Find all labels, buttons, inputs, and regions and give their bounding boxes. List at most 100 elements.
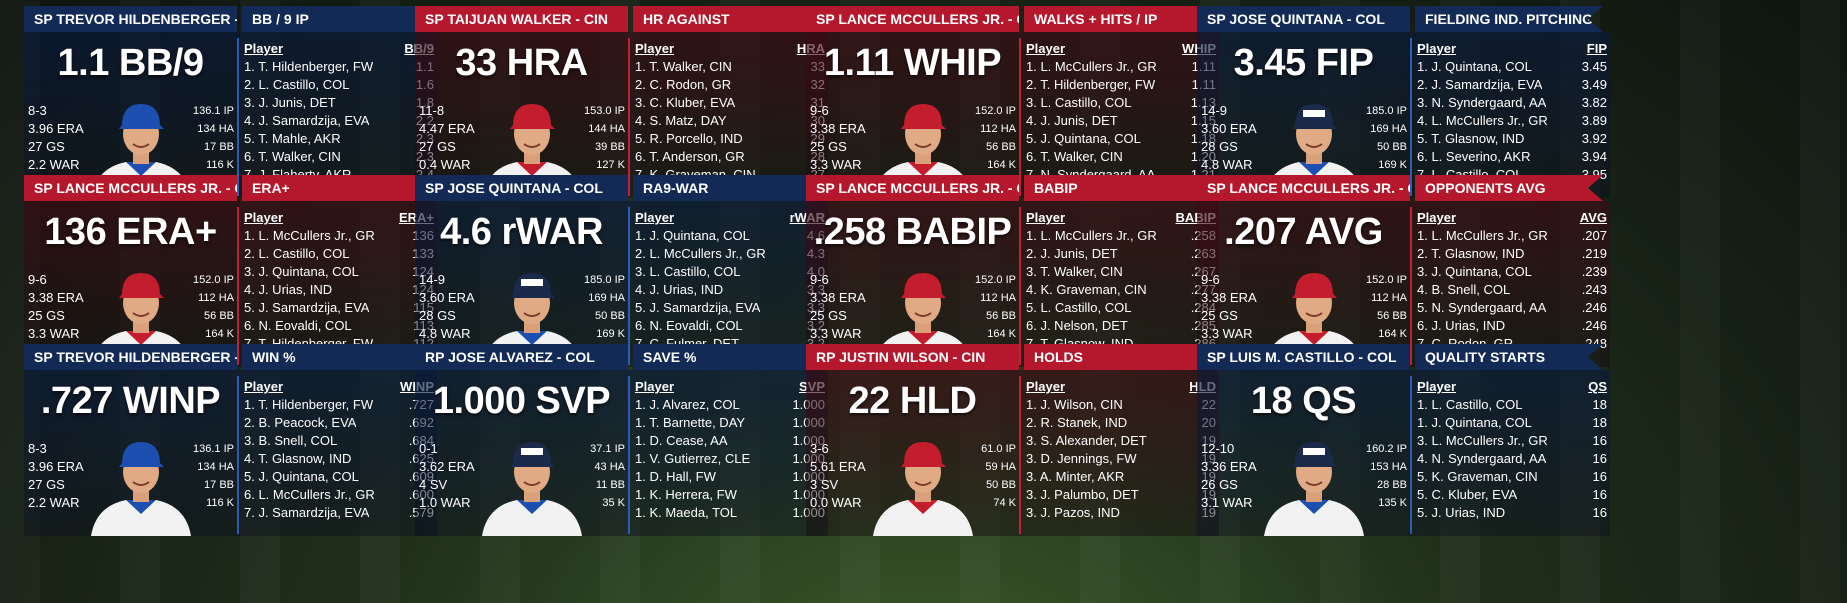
summary-stat: 28 GS <box>419 308 456 323</box>
table-row[interactable]: 1. L. Castillo, COL 18 <box>1417 396 1607 414</box>
table-row[interactable]: 6. J. Urias, IND .246 <box>1417 317 1607 335</box>
table-row[interactable]: 5. N. Syndergaard, AA .246 <box>1417 299 1607 317</box>
table-row[interactable]: 3. J. Palumbo, DET19 <box>1026 486 1216 504</box>
table-row[interactable]: 5. L. Castillo, COL.284 <box>1026 299 1216 317</box>
table-row[interactable]: 5. J. Quintana, COL.609 <box>244 468 434 486</box>
summary-stat: 4.8 WAR <box>419 326 471 341</box>
table-row[interactable]: 4. T. Glasnow, IND.625 <box>244 450 434 468</box>
table-row[interactable]: 5. R. Porcello, IND29 <box>635 130 825 148</box>
summary-stat: 3.36 ERA <box>1201 459 1257 474</box>
table-row[interactable]: 2. T. Hildenberger, FW1.11 <box>1026 76 1216 94</box>
table-row[interactable]: 5. K. Graveman, CIN 16 <box>1417 468 1607 486</box>
table-row[interactable]: 3. S. Alexander, DET19 <box>1026 432 1216 450</box>
table-row[interactable]: 1. D. Hall, FW1.000 <box>635 468 825 486</box>
table-row[interactable]: 1. L. McCullers Jr., GR136 <box>244 227 434 245</box>
pitching-stat: 185.0 IP <box>1366 105 1407 117</box>
table-row[interactable]: 1. K. Herrera, FW1.000 <box>635 486 825 504</box>
table-row[interactable]: 1. L. McCullers Jr., GR.258 <box>1026 227 1216 245</box>
pitching-stat: 112 HA <box>980 292 1016 304</box>
table-row[interactable]: 5. T. Glasnow, IND 3.92 <box>1417 130 1607 148</box>
table-row[interactable]: 3. J. Quintana, COL124 <box>244 263 434 281</box>
table-row[interactable]: 3. J. Junis, DET1.8 <box>244 94 434 112</box>
panel-divider <box>1019 376 1021 534</box>
table-row[interactable]: 3. J. Quintana, COL .239 <box>1417 263 1607 281</box>
player-summary-stats: 11-8 4.47 ERA 27 GS 0.4 WAR <box>419 102 475 174</box>
table-row[interactable]: 3. B. Snell, COL.684 <box>244 432 434 450</box>
pitching-stat: 152.0 IP <box>975 274 1016 286</box>
table-row[interactable]: 2. C. Rodon, GR32 <box>635 76 825 94</box>
table-row[interactable]: 4. K. Graveman, CIN.277 <box>1026 281 1216 299</box>
row-player-name: 3. T. Walker, CIN <box>1026 264 1123 279</box>
table-row[interactable]: 4. N. Syndergaard, AA 16 <box>1417 450 1607 468</box>
table-row[interactable]: 1. L. McCullers Jr., GR1.11 <box>1026 58 1216 76</box>
table-row[interactable]: 4. S. Matz, DAY30 <box>635 112 825 130</box>
summary-stat: 3.3 WAR <box>810 326 862 341</box>
table-row[interactable]: 2. T. Glasnow, IND .219 <box>1417 245 1607 263</box>
table-row[interactable]: 6. T. Anderson, GR28 <box>635 148 825 166</box>
table-row[interactable]: 1. J. Quintana, COL 3.45 <box>1417 58 1607 76</box>
summary-stat: 8-3 <box>28 441 47 456</box>
table-row[interactable]: 3. T. Walker, CIN.267 <box>1026 263 1216 281</box>
column-player: Player <box>1417 41 1457 56</box>
player-header: SP LANCE MCCULLERS JR. - GR <box>24 175 237 201</box>
leader-stat-value: .207 AVG <box>1224 211 1383 253</box>
table-row[interactable]: 6. L. Severino, AKR 3.94 <box>1417 148 1607 166</box>
table-row[interactable]: 5. C. Kluber, EVA 16 <box>1417 486 1607 504</box>
row-player-name: 5. T. Mahle, AKR <box>244 131 341 146</box>
panel-background <box>1197 32 1610 198</box>
table-row[interactable]: 1. J. Wilson, CIN22 <box>1026 396 1216 414</box>
table-row[interactable]: 2. R. Stanek, IND20 <box>1026 414 1216 432</box>
table-row[interactable]: 4. B. Snell, COL .243 <box>1417 281 1607 299</box>
table-row[interactable]: 5. J. Urias, IND 16 <box>1417 504 1607 522</box>
table-row[interactable]: 4. J. Samardzija, EVA2.2 <box>244 112 434 130</box>
column-player: Player <box>1417 210 1457 225</box>
table-row[interactable]: 5. T. Mahle, AKR2.3 <box>244 130 434 148</box>
table-row[interactable]: 3. A. Minter, AKR19 <box>1026 468 1216 486</box>
table-row[interactable]: 4. J. Urias, IND124 <box>244 281 434 299</box>
table-row[interactable]: 7. J. Samardzija, EVA.579 <box>244 504 434 522</box>
table-row[interactable]: 3. J. Pazos, IND19 <box>1026 504 1216 522</box>
table-row[interactable]: 2. L. Castillo, COL133 <box>244 245 434 263</box>
table-row[interactable]: 1. J. Quintana, COL 18 <box>1417 414 1607 432</box>
table-row[interactable]: 1. T. Hildenberger, FW1.1 <box>244 58 434 76</box>
player-portrait <box>1259 434 1369 536</box>
pitching-stat: 43 HA <box>594 461 625 473</box>
table-row[interactable]: 3. C. Kluber, EVA31 <box>635 94 825 112</box>
table-row[interactable]: 4. J. Junis, DET1.15 <box>1026 112 1216 130</box>
table-row[interactable]: 4. L. McCullers Jr., GR 3.89 <box>1417 112 1607 130</box>
table-row[interactable]: 2. B. Peacock, EVA.692 <box>244 414 434 432</box>
table-row[interactable]: 1. T. Walker, CIN33 <box>635 58 825 76</box>
row-player-name: 1. L. McCullers Jr., GR <box>1417 228 1548 243</box>
table-row[interactable]: 1. D. Cease, AA1.000 <box>635 432 825 450</box>
table-row[interactable]: 2. J. Samardzija, EVA 3.49 <box>1417 76 1607 94</box>
stat-header: WIN % <box>242 344 430 370</box>
row-player-name: 4. S. Matz, DAY <box>635 113 727 128</box>
table-row[interactable]: 3. L. McCullers Jr., GR 16 <box>1417 432 1607 450</box>
table-row[interactable]: 3. D. Jennings, FW19 <box>1026 450 1216 468</box>
table-row[interactable]: 1. T. Hildenberger, FW.727 <box>244 396 434 414</box>
table-row[interactable]: 1. L. McCullers Jr., GR .207 <box>1417 227 1607 245</box>
table-row[interactable]: 6. J. Nelson, DET.285 <box>1026 317 1216 335</box>
column-player: Player <box>635 379 675 394</box>
table-row[interactable]: 3. N. Syndergaard, AA 3.82 <box>1417 94 1607 112</box>
row-player-name: 1. T. Hildenberger, FW <box>244 59 374 74</box>
table-row[interactable]: 2. L. McCullers Jr., GR4.3 <box>635 245 825 263</box>
table-row[interactable]: 2. J. Junis, DET.263 <box>1026 245 1216 263</box>
table-row[interactable]: 5. J. Samardzija, EVA115 <box>244 299 434 317</box>
table-row[interactable]: 6. N. Eovaldi, COL113 <box>244 317 434 335</box>
table-row[interactable]: 1. K. Maeda, TOL1.000 <box>635 504 825 522</box>
table-row[interactable]: 6. L. McCullers Jr., GR.600 <box>244 486 434 504</box>
